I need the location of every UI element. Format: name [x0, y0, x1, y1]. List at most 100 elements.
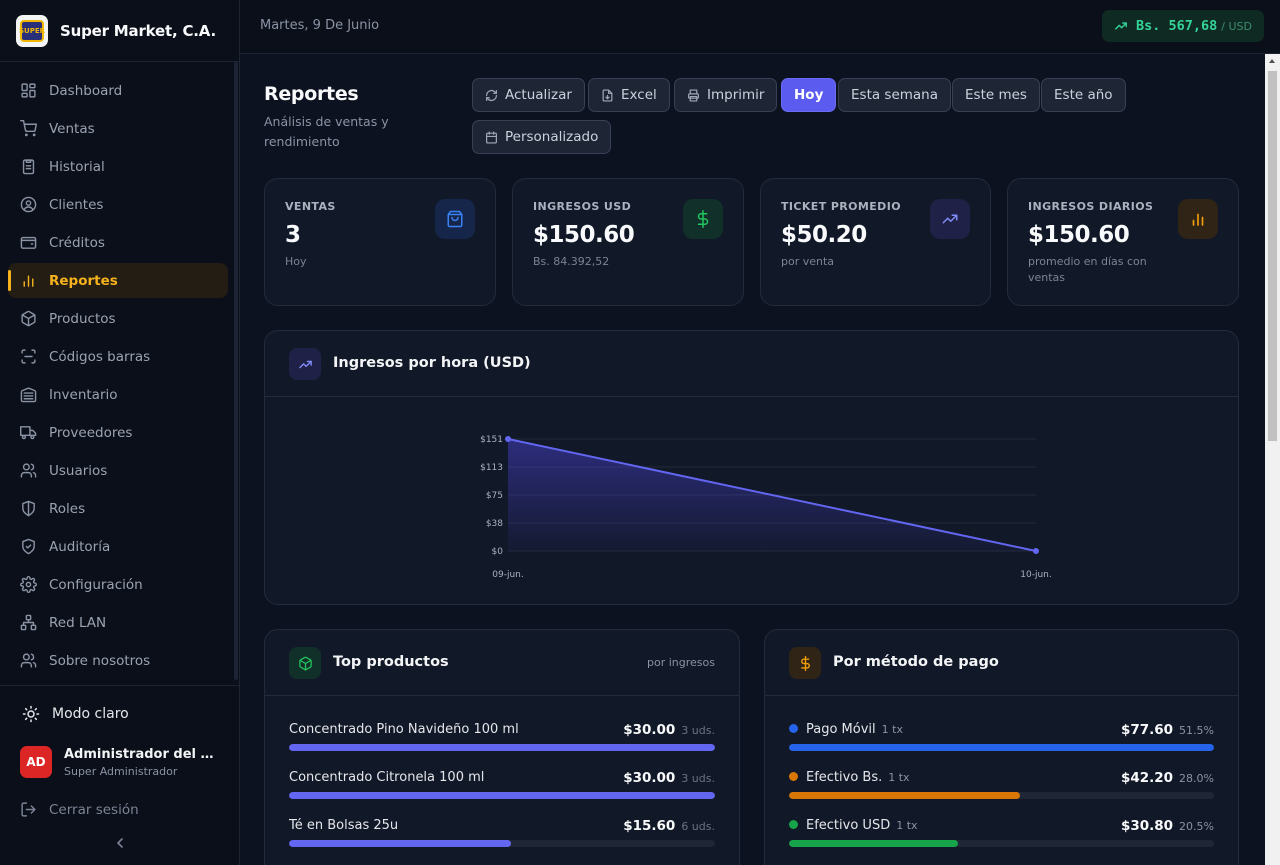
sidebar-item-historial[interactable]: Historial — [8, 149, 228, 184]
shopping-bag-icon — [447, 210, 463, 228]
sidebar-item-reportes[interactable]: Reportes — [8, 263, 228, 298]
sidebar-item-red-lan[interactable]: Red LAN — [8, 605, 228, 640]
print-label: Imprimir — [707, 87, 765, 103]
chart-data-point[interactable] — [505, 436, 511, 442]
sidebar-item-label: Proveedores — [49, 424, 133, 441]
sidebar-item-créditos[interactable]: Créditos — [8, 225, 228, 260]
chart-y-tick-label: $75 — [486, 491, 503, 501]
product-bar-track — [289, 744, 715, 751]
chart-series-line — [507, 438, 1037, 552]
user-role: Super Administrador — [64, 764, 178, 778]
top-products-panel: Top productos por ingresos Concentrado P… — [264, 629, 740, 865]
sidebar-item-label: Historial — [49, 158, 105, 175]
panel-note: por ingresos — [647, 656, 715, 669]
sidebar-item-códigos-barras[interactable]: Códigos barras — [8, 339, 228, 374]
sidebar-item-label: Red LAN — [49, 614, 107, 631]
refresh-icon — [486, 89, 497, 101]
stat-card-sales: VENTAS 3 Hoy — [264, 178, 496, 306]
exchange-rate-badge[interactable]: Bs. 567,68 / USD — [1102, 10, 1264, 42]
truck-icon — [20, 426, 37, 440]
product-row: Concentrado Citronela 100 ml $30.00 3 uds. — [289, 770, 715, 810]
payment-method-name: Efectivo Bs. — [806, 770, 883, 785]
payment-bar-fill — [789, 792, 1021, 799]
sidebar-item-configuración[interactable]: Configuración — [8, 567, 228, 602]
payment-method-row: Efectivo Bs. 1 tx $42.20 28.0% — [789, 770, 1214, 810]
stat-value: $150.60 — [533, 222, 635, 248]
page-scrollbar[interactable] — [1265, 54, 1280, 865]
payment-tx-count: 1 tx — [888, 771, 910, 784]
sidebar-item-label: Roles — [49, 500, 86, 517]
stat-subtext: Hoy — [285, 255, 307, 268]
stat-label: INGRESOS USD — [533, 200, 632, 213]
payment-percent: 28.0% — [1179, 772, 1214, 785]
period-year-button[interactable]: Este año — [1041, 78, 1126, 112]
sidebar-item-ventas[interactable]: Ventas — [8, 111, 228, 146]
product-bar-fill — [289, 792, 715, 799]
bar-chart-icon — [23, 275, 34, 287]
payment-percent: 51.5% — [1179, 724, 1214, 737]
sidebar-item-clientes[interactable]: Clientes — [8, 187, 228, 222]
product-bar-track — [289, 840, 715, 847]
product-row: Té en Bolsas 25u $15.60 6 uds. — [289, 818, 715, 858]
gear-icon — [20, 576, 37, 593]
sidebar-item-label: Créditos — [49, 234, 105, 251]
product-name: Concentrado Pino Navideño 100 ml — [289, 722, 519, 737]
exchange-rate-unit: / USD — [1221, 19, 1252, 33]
payment-method-name: Efectivo USD — [806, 818, 891, 833]
payment-amount: $30.80 — [1120, 818, 1174, 834]
sidebar-item-label: Códigos barras — [49, 348, 151, 365]
logout-button[interactable]: Cerrar sesión — [20, 801, 139, 818]
sidebar-scrollbar[interactable] — [234, 62, 238, 680]
sidebar-item-label: Dashboard — [49, 82, 123, 99]
payment-percent: 20.5% — [1179, 820, 1214, 833]
scroll-up-arrow-icon[interactable] — [1269, 59, 1275, 63]
refresh-button[interactable]: Actualizar — [472, 78, 585, 112]
brand[interactable]: SUPER Super Market, C.A. — [0, 0, 239, 62]
network-icon — [20, 614, 37, 631]
period-label: Hoy — [794, 87, 824, 103]
package-icon — [21, 310, 36, 327]
main-content: Reportes Análisis de ventas y rendimient… — [240, 54, 1265, 865]
print-button[interactable]: Imprimir — [674, 78, 778, 112]
export-excel-button[interactable]: Excel — [588, 78, 670, 112]
payment-color-dot — [789, 724, 798, 733]
period-label: Este año — [1054, 87, 1113, 103]
theme-toggle[interactable]: Modo claro — [22, 705, 129, 723]
logout-label: Cerrar sesión — [49, 801, 139, 818]
sidebar-item-inventario[interactable]: Inventario — [8, 377, 228, 412]
period-month-button[interactable]: Este mes — [952, 78, 1040, 112]
sidebar-nav: Dashboard Ventas Historial Clientes Créditos… — [8, 73, 228, 681]
trending-up-icon — [298, 360, 312, 368]
payment-amount: $77.60 — [1120, 722, 1174, 738]
sidebar-item-sobre-nosotros[interactable]: Sobre nosotros — [8, 643, 228, 678]
collapse-sidebar-icon[interactable] — [114, 836, 126, 850]
stat-value: 3 — [285, 222, 301, 248]
period-custom-button[interactable]: Personalizado — [472, 120, 612, 154]
payment-tx-count: 1 tx — [896, 819, 918, 832]
payment-method-row: Pago Móvil 1 tx $77.60 51.5% — [789, 722, 1214, 762]
payment-method-name-wrap: Pago Móvil 1 tx — [789, 722, 903, 737]
sidebar-item-roles[interactable]: Roles — [8, 491, 228, 526]
dollar-icon — [800, 655, 810, 671]
sidebar-item-proveedores[interactable]: Proveedores — [8, 415, 228, 450]
sidebar-item-auditoría[interactable]: Auditoría — [8, 529, 228, 564]
user-profile[interactable]: AD Administrador del Sistema Super Admin… — [20, 746, 216, 778]
sidebar-item-productos[interactable]: Productos — [8, 301, 228, 336]
stat-icon-box — [1178, 199, 1218, 239]
panel-title: Ingresos por hora (USD) — [333, 355, 531, 371]
payment-color-dot — [789, 820, 798, 829]
sidebar-item-usuarios[interactable]: Usuarios — [8, 453, 228, 488]
chart-data-point[interactable] — [1033, 548, 1039, 554]
exchange-rate-value: Bs. 567,68 — [1136, 18, 1218, 34]
period-week-button[interactable]: Esta semana — [838, 78, 952, 112]
sidebar-item-dashboard[interactable]: Dashboard — [8, 73, 228, 108]
stat-card-daily-revenue: INGRESOS DIARIOS $150.60 promedio en día… — [1007, 178, 1239, 306]
current-date: Martes, 9 De Junio — [260, 18, 380, 33]
panel-icon-box — [289, 647, 321, 679]
period-today-button[interactable]: Hoy — [781, 78, 837, 112]
scrollbar-thumb[interactable] — [1268, 71, 1277, 441]
sun-icon — [22, 705, 40, 723]
payment-bar-track — [789, 840, 1214, 847]
product-units: 6 uds. — [681, 820, 715, 833]
payment-bar-track — [789, 792, 1214, 799]
